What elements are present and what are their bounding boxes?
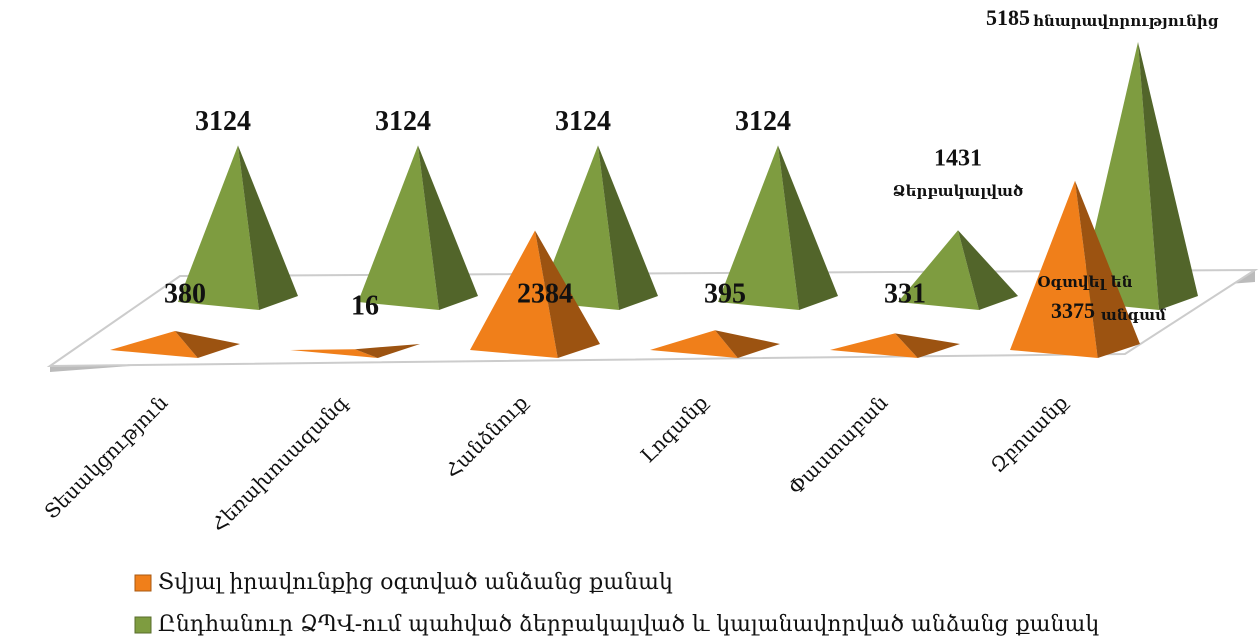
pyramid-right-face (535, 230, 600, 358)
pyramid-left-face (110, 330, 198, 358)
pyramid-left-face (898, 230, 979, 310)
value-label: 5185 (986, 5, 1030, 30)
value-label: 2384 (517, 278, 573, 309)
pyramid-left-face (830, 333, 918, 358)
pyramid-left-face (650, 330, 738, 358)
pyramid-right-face (1138, 42, 1198, 310)
pyramid (1010, 180, 1140, 358)
pyramid (110, 330, 240, 358)
pyramid (718, 145, 838, 310)
pyramid (358, 145, 478, 310)
pyramid-left-face (470, 230, 558, 358)
annotation: հնարավորությունից (1033, 12, 1219, 30)
pyramid (470, 230, 600, 358)
x-tick-label: Զբոսանք (985, 390, 1072, 477)
pyramid-left-face (178, 145, 259, 310)
value-label: 380 (164, 278, 206, 309)
legend-swatch (134, 574, 152, 592)
value-label: 395 (704, 278, 746, 309)
pyramid-left-face (290, 349, 378, 358)
legend-label: Տվյալ իրավունքից օգտված անձանց քանակ (158, 570, 673, 595)
pyramid-left-face (538, 145, 619, 310)
pyramid-right-face (958, 230, 1018, 310)
x-tick-label: Հանձնուք (440, 390, 533, 483)
pyramid-right-face (175, 330, 240, 358)
annotation: Ձերբակալված (893, 182, 1024, 200)
legend-label: Ընդհանուր ՁՊՎ-ում պահված ձերբակալված և կ… (158, 612, 1099, 637)
x-tick-label: Հեռախոսազանգ (206, 390, 353, 537)
pyramid-right-face (418, 145, 478, 310)
annotation: անգամ (1101, 306, 1166, 324)
pyramid (538, 145, 658, 310)
value-label: 3124 (555, 106, 611, 137)
pyramid (178, 145, 298, 310)
value-label: 16 (351, 290, 379, 321)
x-tick-label: Փաստաբան (783, 390, 892, 499)
pyramid-right-face (778, 145, 838, 310)
value-label: 331 (884, 278, 926, 309)
pyramid (898, 230, 1018, 310)
pyramid-left-face (1010, 180, 1098, 358)
pyramid-right-face (1075, 180, 1140, 358)
value-label: 3124 (735, 106, 791, 137)
value-label: 1431 (934, 146, 982, 172)
value-label: 3124 (375, 106, 431, 137)
pyramid (650, 330, 780, 358)
pyramid-right-face (895, 333, 960, 358)
x-tick-label: Տեսակցություն (39, 390, 172, 523)
pyramid-right-face (238, 145, 298, 310)
pyramid (830, 333, 960, 358)
value-label: 3124 (195, 106, 251, 137)
pyramid-right-face (715, 330, 780, 358)
pyramid-left-face (718, 145, 799, 310)
value-label: 3375 (1051, 298, 1095, 323)
pyramid-right-face (355, 344, 420, 358)
legend-swatch (134, 616, 152, 634)
pyramid-left-face (358, 145, 439, 310)
pyramid-right-face (598, 145, 658, 310)
pyramid (290, 344, 420, 358)
x-tick-label: Լոգանք (635, 390, 712, 467)
annotation: Օգտվել են (1037, 273, 1132, 291)
